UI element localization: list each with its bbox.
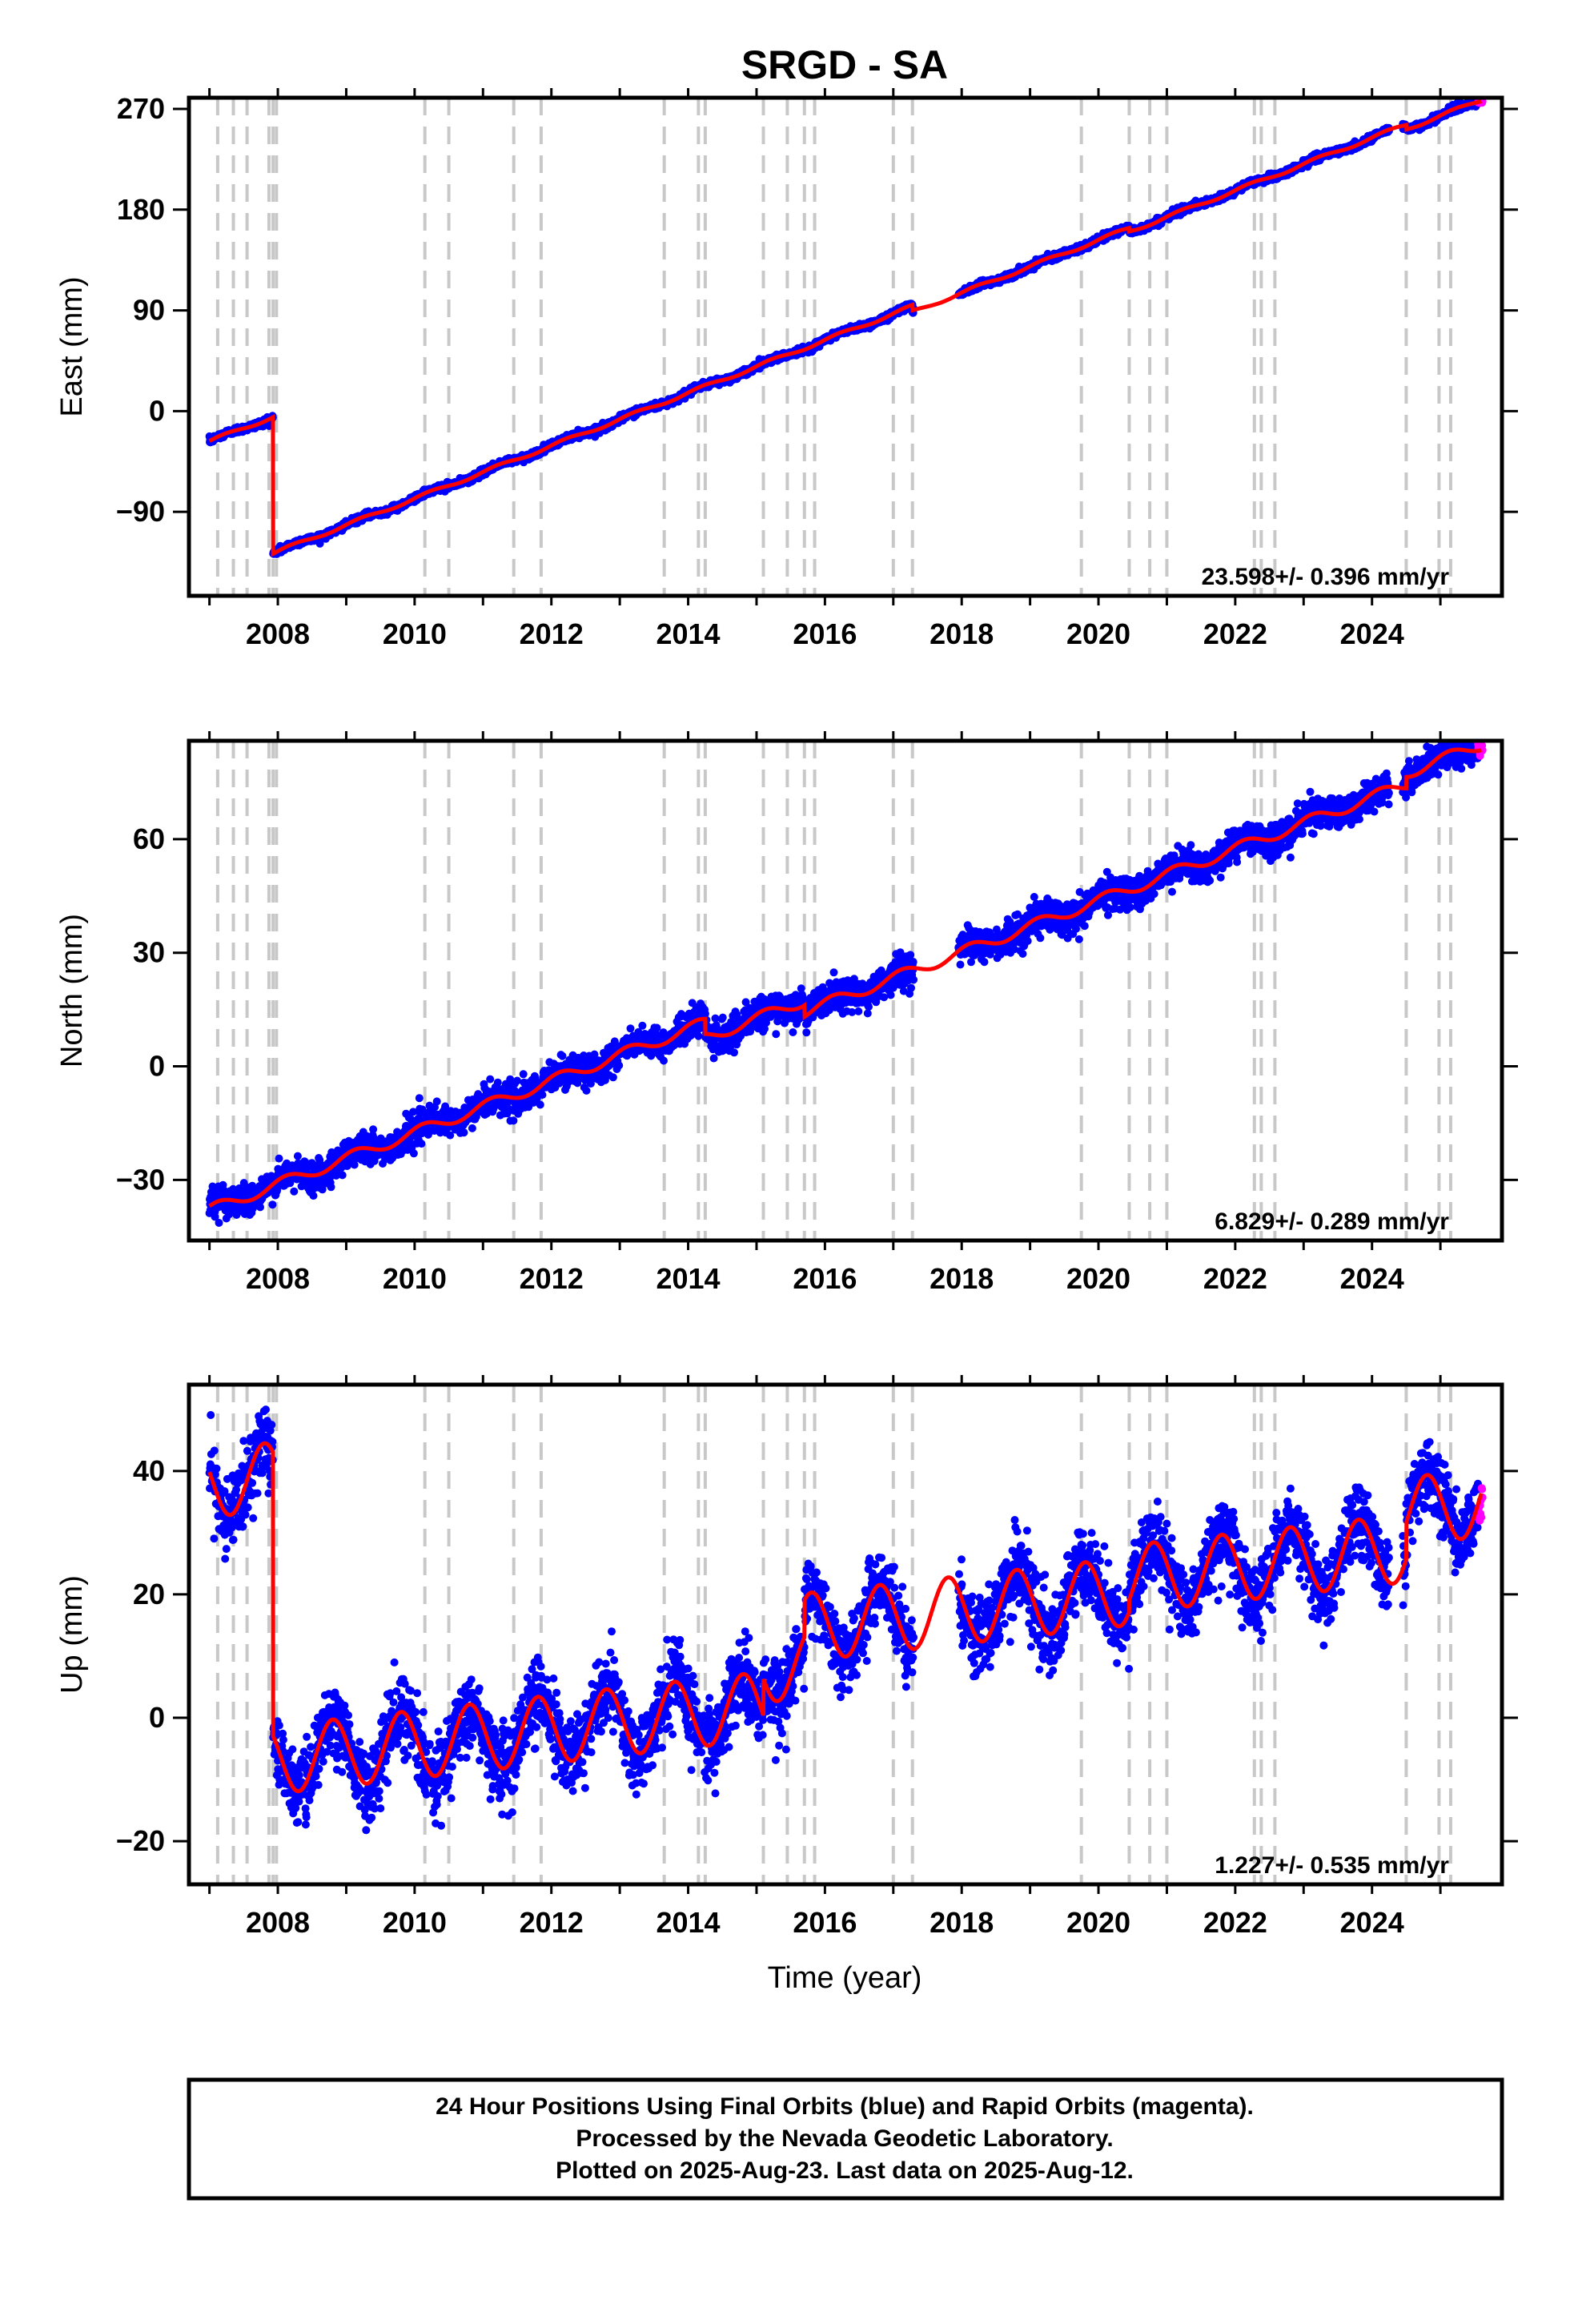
chart-title: SRGD - SA xyxy=(741,42,948,87)
x-tick-label: 2012 xyxy=(520,617,584,650)
x-tick-label: 2016 xyxy=(793,617,857,650)
data-point xyxy=(293,1152,302,1160)
data-point xyxy=(417,1140,426,1148)
data-point xyxy=(327,1183,335,1192)
data-point xyxy=(486,1075,495,1084)
final-orbit-points xyxy=(205,741,1482,1227)
data-point xyxy=(350,1160,359,1169)
y-tick-label: 0 xyxy=(149,394,165,427)
x-tick-label: 2022 xyxy=(1203,617,1267,650)
data-point xyxy=(415,1094,424,1103)
panel-east: 270 180 90 0 −90 2008 2010 2012 2014 2016 2018 2020… xyxy=(55,88,1518,650)
data-point xyxy=(432,1097,441,1106)
data-point xyxy=(309,1192,318,1200)
y-tick-label: 90 xyxy=(133,294,165,327)
x-tick-label: 2008 xyxy=(246,617,310,650)
data-point xyxy=(369,1125,378,1134)
data-point xyxy=(268,1200,277,1209)
data-point xyxy=(338,1171,347,1180)
y-tick-label: −90 xyxy=(116,495,165,528)
x-tick-label: 2010 xyxy=(383,617,447,650)
data-point xyxy=(409,1149,418,1158)
data-point xyxy=(275,1154,283,1163)
x-tick-label: 2020 xyxy=(1066,617,1130,650)
data-point xyxy=(290,1187,299,1196)
rate-label: 23.598+/- 0.396 mm/yr xyxy=(1202,564,1450,590)
step-lines xyxy=(215,98,1452,596)
y-tick-label: 180 xyxy=(117,193,165,226)
data-point xyxy=(468,1124,476,1132)
final-orbit-points xyxy=(205,98,1482,558)
x-tick-label: 2014 xyxy=(656,617,720,650)
data-point xyxy=(215,1219,223,1227)
x-tick-label: 2018 xyxy=(930,617,994,650)
y-tick-label: 270 xyxy=(117,92,165,125)
data-point xyxy=(460,1128,468,1137)
plot-frame xyxy=(187,95,1504,598)
y-axis-title: East (mm) xyxy=(55,276,89,416)
x-tick-label: 2024 xyxy=(1340,617,1404,650)
